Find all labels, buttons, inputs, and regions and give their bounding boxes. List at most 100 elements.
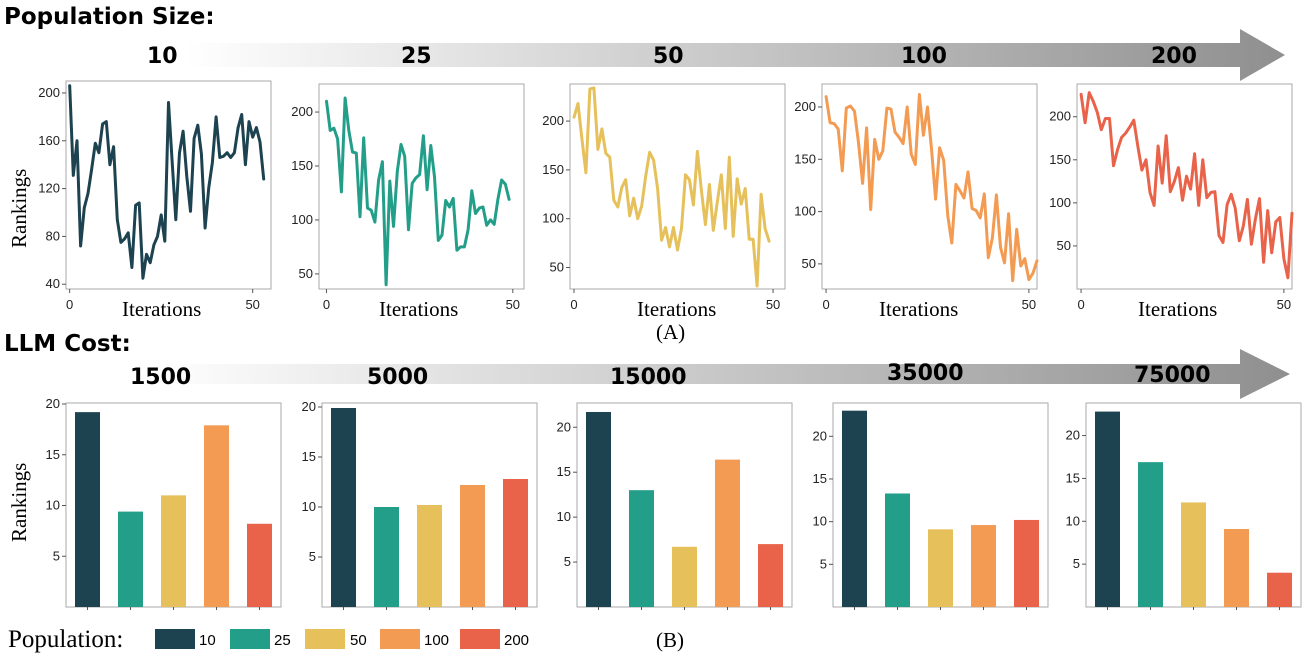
bar-50 bbox=[1181, 502, 1206, 607]
y-tick-label: 200 bbox=[38, 85, 60, 100]
x-tick-label: 0 bbox=[323, 297, 330, 312]
bar-chart-5000: 5 10 15 20 bbox=[302, 399, 538, 610]
arrow-b-label-5000: 5000 bbox=[367, 365, 428, 390]
x-tick-label: 0 bbox=[822, 297, 829, 312]
y-tick-label: 15 bbox=[557, 464, 571, 479]
bar-200 bbox=[503, 479, 528, 607]
y-axis-label-b: Rankings bbox=[7, 463, 31, 542]
bar-50 bbox=[928, 529, 953, 607]
arrow-a-label-50: 50 bbox=[653, 44, 684, 69]
legend-title: Population: bbox=[8, 626, 123, 653]
y-axis-label-a: Rankings bbox=[7, 169, 31, 248]
bar-10 bbox=[586, 411, 611, 607]
y-tick-label: 5 bbox=[309, 549, 316, 564]
line-chart-100: 50 100 150 200 0 50 bbox=[794, 83, 1039, 312]
y-tick-label: 50 bbox=[802, 256, 816, 271]
y-tick-label: 50 bbox=[1057, 238, 1071, 253]
bar-200 bbox=[1267, 572, 1292, 607]
x-tick-label: 50 bbox=[1277, 297, 1291, 312]
line-chart-50: 50 100 150 200 0 50 bbox=[542, 83, 786, 312]
bar-charts: 5 10 15 20 5 10 15 20 5 10 15 20 5 10 15 20 5 10 15 20 bbox=[46, 396, 1302, 610]
plot-frame bbox=[569, 83, 786, 290]
legend-label-10: 10 bbox=[199, 632, 216, 649]
y-tick-label: 160 bbox=[38, 133, 60, 148]
bar-chart-75000: 5 10 15 20 bbox=[1066, 402, 1302, 610]
x-axis-label-2: Iterations bbox=[379, 297, 458, 321]
bar-25 bbox=[374, 507, 399, 607]
bar-100 bbox=[971, 525, 996, 607]
x-axis-label-1: Iterations bbox=[122, 297, 201, 321]
population-arrow: 10 25 50 100 200 bbox=[147, 29, 1285, 81]
y-tick-label: 80 bbox=[46, 228, 60, 243]
y-tick-label: 20 bbox=[46, 396, 60, 411]
population-arrow-shape bbox=[185, 29, 1285, 81]
population-size-header: Population Size: bbox=[4, 4, 215, 30]
series-line bbox=[572, 86, 771, 288]
bar-200 bbox=[1014, 519, 1039, 607]
cost-arrow-shape bbox=[150, 349, 1290, 399]
y-tick-label: 150 bbox=[291, 158, 313, 173]
legend-label-200: 200 bbox=[504, 632, 529, 649]
y-tick-label: 20 bbox=[302, 399, 316, 414]
x-tick-label: 50 bbox=[1022, 297, 1036, 312]
legend-swatch-10 bbox=[155, 629, 195, 649]
y-tick-label: 50 bbox=[550, 260, 564, 275]
y-tick-label: 15 bbox=[1066, 470, 1080, 485]
series-line bbox=[325, 96, 511, 287]
bar-10 bbox=[1095, 411, 1120, 607]
bar-chart-35000: 5 10 15 20 bbox=[813, 402, 1049, 610]
legend-label-100: 100 bbox=[424, 632, 449, 649]
x-axis-label-3: Iterations bbox=[637, 297, 716, 321]
legend-swatch-50 bbox=[305, 629, 345, 649]
cost-arrow: 1500 5000 15000 35000 75000 bbox=[130, 349, 1290, 399]
y-tick-label: 50 bbox=[299, 266, 313, 281]
caption-b: (B) bbox=[656, 628, 684, 652]
y-tick-label: 200 bbox=[794, 99, 816, 114]
llm-cost-header: LLM Cost: bbox=[4, 331, 131, 357]
bar-25 bbox=[885, 493, 910, 607]
y-tick-label: 200 bbox=[542, 113, 564, 128]
bar-25 bbox=[1138, 462, 1163, 607]
y-tick-label: 15 bbox=[813, 471, 827, 486]
y-tick-label: 100 bbox=[794, 204, 816, 219]
plot-frame bbox=[318, 83, 525, 290]
y-tick-label: 15 bbox=[46, 447, 60, 462]
bar-100 bbox=[1224, 529, 1249, 607]
caption-a: (A) bbox=[656, 320, 685, 344]
bar-100 bbox=[204, 425, 229, 607]
bar-25 bbox=[118, 511, 143, 607]
arrow-a-label-25: 25 bbox=[401, 44, 432, 69]
y-tick-label: 10 bbox=[46, 498, 60, 513]
y-tick-label: 120 bbox=[38, 181, 60, 196]
y-tick-label: 10 bbox=[557, 509, 571, 524]
y-tick-label: 5 bbox=[820, 556, 827, 571]
legend-swatch-25 bbox=[230, 629, 270, 649]
bar-100 bbox=[460, 485, 485, 607]
line-chart-25: 50 100 150 200 0 50 bbox=[291, 83, 525, 312]
y-tick-label: 200 bbox=[291, 104, 313, 119]
arrow-b-label-1500: 1500 bbox=[130, 365, 191, 390]
bar-10 bbox=[331, 408, 356, 607]
y-tick-label: 5 bbox=[53, 548, 60, 563]
legend: Population: 10 25 50 100 200 bbox=[8, 626, 529, 653]
x-axis-label-4: Iterations bbox=[879, 297, 958, 321]
legend-swatch-100 bbox=[380, 629, 420, 649]
y-tick-label: 40 bbox=[46, 276, 60, 291]
series-line bbox=[824, 93, 1039, 283]
y-tick-label: 15 bbox=[302, 449, 316, 464]
y-tick-label: 150 bbox=[1049, 152, 1071, 167]
legend-label-50: 50 bbox=[350, 632, 367, 649]
x-tick-label: 0 bbox=[570, 297, 577, 312]
y-tick-label: 200 bbox=[1049, 109, 1071, 124]
y-tick-label: 100 bbox=[1049, 195, 1071, 210]
line-charts: 40 80 120 160 200 0 50 50 100 150 200 0 50 50 100 150 20… bbox=[38, 80, 1294, 312]
y-tick-label: 10 bbox=[813, 514, 827, 529]
x-tick-label: 50 bbox=[506, 297, 520, 312]
bar-chart-15000: 5 10 15 20 bbox=[557, 402, 793, 610]
arrow-b-label-35000: 35000 bbox=[887, 361, 964, 386]
bar-200 bbox=[247, 523, 272, 607]
line-chart-10: 40 80 120 160 200 0 50 bbox=[38, 80, 272, 312]
arrow-b-label-75000: 75000 bbox=[1134, 363, 1211, 388]
x-tick-label: 50 bbox=[245, 297, 259, 312]
